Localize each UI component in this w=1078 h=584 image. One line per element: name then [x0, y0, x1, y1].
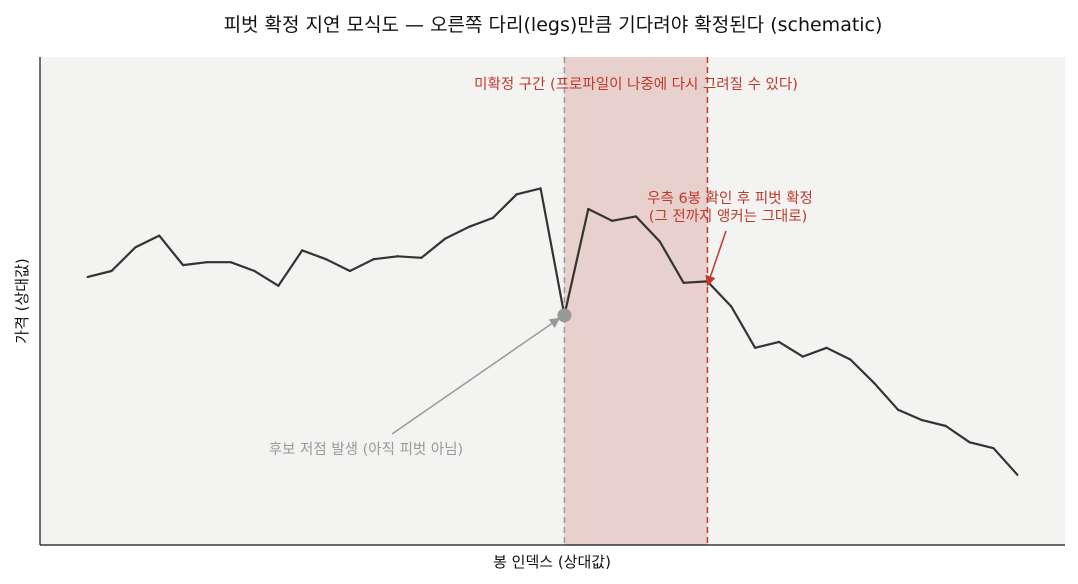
pivot-annotation-label: 후보 저점 발생 (아직 피벗 아님): [269, 441, 463, 458]
data-point-31: [825, 346, 828, 349]
price-series-line: [87, 187, 1019, 476]
unconfirmed-region: [564, 57, 708, 545]
data-point-39: [1016, 473, 1019, 476]
candidate-pivot-marker: [557, 308, 572, 323]
confirm-annotation-line1: 우측 6봉 확인 후 피벗 확정: [647, 190, 813, 207]
confirm-annotation-line2: (그 전까지 앵커는 그대로): [649, 208, 808, 225]
data-point-30: [801, 355, 804, 358]
data-point-22: [610, 219, 614, 222]
data-point-14: [420, 256, 423, 259]
y-axis-label: 가격 (상대값): [13, 258, 31, 343]
data-point-4: [181, 264, 185, 267]
data-point-5: [205, 261, 208, 264]
data-point-10: [324, 258, 328, 261]
data-point-8: [277, 284, 280, 287]
data-point-29: [777, 340, 781, 343]
data-point-16: [467, 225, 471, 228]
data-point-24: [658, 240, 661, 243]
data-point-3: [158, 234, 161, 237]
data-point-9: [301, 249, 304, 252]
data-point-7: [253, 269, 256, 273]
data-point-38: [992, 447, 995, 450]
chart-title: 피벗 확정 지연 모식도 — 오른쪽 다리(legs)만큼 기다려야 확정된다 …: [224, 14, 883, 36]
data-point-35: [920, 419, 924, 422]
data-point-21: [587, 207, 590, 211]
data-point-28: [754, 346, 757, 349]
data-point-2: [134, 246, 137, 249]
plot-area: [40, 57, 1065, 545]
x-axis-label: 봉 인덱스 (상대값): [493, 553, 611, 571]
data-point-34: [897, 408, 900, 411]
pivot-annotation-arrow: [391, 317, 561, 435]
data-point-37: [968, 441, 971, 444]
data-point-15: [444, 237, 447, 240]
data-point-33: [873, 382, 876, 385]
data-point-17: [491, 216, 495, 219]
confirm-annotation-arrow: [705, 230, 727, 287]
unconfirmed-region-label: 미확정 구간 (프로파일이 나중에 다시 그려질 수 있다): [474, 76, 798, 93]
data-point-6: [229, 261, 232, 264]
data-point-19: [539, 187, 542, 190]
data-point-13: [396, 255, 399, 258]
data-point-12: [372, 258, 375, 261]
data-point-27: [730, 305, 733, 308]
data-point-0: [86, 275, 89, 279]
data-point-11: [348, 269, 351, 273]
data-point-18: [515, 193, 518, 196]
data-point-36: [944, 424, 947, 428]
data-point-25: [682, 281, 685, 284]
data-point-32: [849, 358, 852, 361]
data-point-1: [110, 269, 113, 273]
data-point-23: [634, 215, 638, 218]
